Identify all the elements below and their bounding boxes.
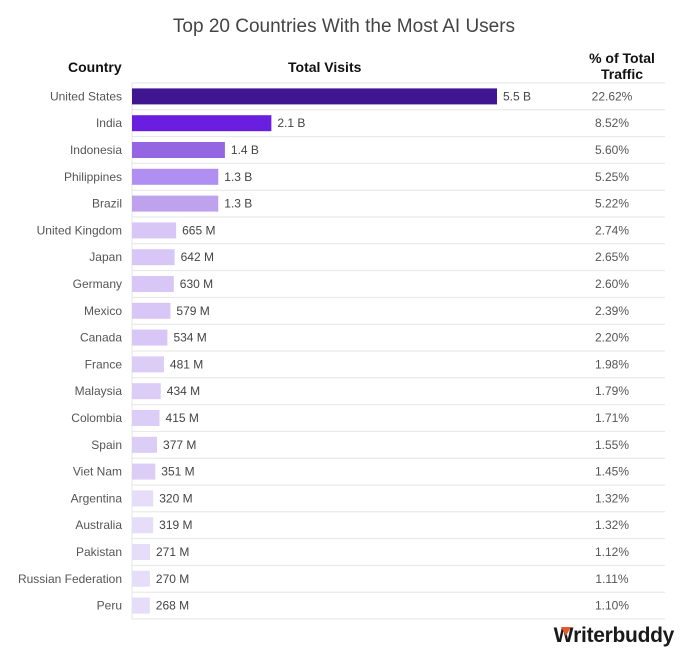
bar bbox=[132, 249, 175, 266]
value-label: 534 M bbox=[173, 331, 206, 345]
value-label: 642 M bbox=[181, 250, 214, 264]
header-country: Country bbox=[68, 59, 122, 75]
country-label: Brazil bbox=[92, 197, 122, 211]
value-label: 319 M bbox=[159, 518, 192, 532]
value-label: 481 M bbox=[170, 357, 203, 371]
country-label: India bbox=[96, 116, 122, 130]
bar bbox=[132, 597, 150, 614]
value-label: 5.5 B bbox=[503, 89, 531, 103]
percent-label: 2.74% bbox=[595, 223, 629, 237]
country-label: Australia bbox=[75, 518, 122, 532]
bar bbox=[132, 168, 219, 185]
bar bbox=[132, 356, 164, 373]
country-label: Germany bbox=[73, 277, 122, 291]
bar bbox=[132, 383, 161, 400]
country-label: Canada bbox=[80, 331, 122, 345]
bar bbox=[132, 544, 150, 560]
percent-label: 1.55% bbox=[595, 438, 629, 452]
header-total-visits: Total Visits bbox=[288, 59, 362, 75]
country-label: France bbox=[85, 357, 123, 371]
country-label: Viet Nam bbox=[73, 465, 122, 479]
country-label: Colombia bbox=[71, 411, 122, 425]
percent-label: 1.10% bbox=[595, 599, 629, 613]
bar bbox=[132, 570, 150, 587]
chart-title: Top 20 Countries With the Most AI Users bbox=[172, 16, 516, 37]
value-label: 271 M bbox=[156, 545, 189, 559]
country-label: Pakistan bbox=[76, 545, 122, 559]
bar bbox=[132, 517, 154, 534]
bar bbox=[132, 436, 158, 453]
country-label: United States bbox=[50, 89, 122, 103]
bar bbox=[132, 142, 225, 158]
percent-label: 1.98% bbox=[595, 357, 629, 371]
bar bbox=[132, 195, 219, 212]
value-label: 2.1 B bbox=[277, 116, 305, 130]
value-label: 630 M bbox=[180, 277, 213, 291]
percent-label: 2.60% bbox=[595, 277, 629, 291]
percent-label: 5.60% bbox=[595, 143, 629, 157]
percent-label: 22.62% bbox=[592, 89, 633, 103]
country-label: Spain bbox=[91, 438, 122, 452]
value-label: 434 M bbox=[167, 384, 200, 398]
country-label: Philippines bbox=[64, 170, 122, 184]
bar bbox=[132, 329, 168, 346]
country-label: Indonesia bbox=[70, 143, 122, 157]
value-label: 1.3 B bbox=[224, 170, 252, 184]
bar bbox=[132, 115, 272, 132]
percent-label: 1.45% bbox=[595, 465, 629, 479]
percent-label: 1.11% bbox=[595, 572, 628, 586]
value-label: 268 M bbox=[156, 599, 189, 613]
percent-label: 1.32% bbox=[595, 491, 629, 505]
percent-label: 1.79% bbox=[595, 384, 629, 398]
country-label: Argentina bbox=[71, 491, 123, 505]
value-label: 579 M bbox=[176, 304, 209, 318]
bar bbox=[132, 302, 171, 319]
percent-label: 1.71% bbox=[595, 411, 629, 425]
bar bbox=[132, 222, 177, 239]
percent-label: 8.52% bbox=[595, 116, 629, 130]
country-label: Peru bbox=[97, 599, 122, 613]
country-label: Japan bbox=[89, 250, 122, 264]
country-label: Mexico bbox=[84, 304, 122, 318]
bar bbox=[132, 463, 156, 480]
percent-label: 2.20% bbox=[595, 331, 629, 345]
value-label: 1.4 B bbox=[231, 143, 259, 157]
country-label: United Kingdom bbox=[37, 223, 122, 237]
country-label: Russian Federation bbox=[18, 572, 122, 586]
bar bbox=[132, 410, 160, 426]
logo-triangle-icon bbox=[560, 627, 571, 636]
percent-label: 1.32% bbox=[595, 518, 629, 532]
value-label: 665 M bbox=[182, 223, 215, 237]
value-label: 351 M bbox=[161, 465, 194, 479]
value-label: 1.3 B bbox=[224, 197, 252, 211]
percent-label: 2.65% bbox=[595, 250, 629, 264]
header-percent-traffic: % of Total Traffic bbox=[589, 50, 655, 82]
value-label: 415 M bbox=[166, 411, 199, 425]
value-label: 377 M bbox=[163, 438, 196, 452]
percent-label: 1.12% bbox=[595, 545, 629, 559]
value-label: 270 M bbox=[156, 572, 189, 586]
bar bbox=[132, 490, 154, 507]
percent-label: 5.25% bbox=[595, 170, 629, 184]
percent-label: 2.39% bbox=[595, 304, 629, 318]
bar bbox=[132, 276, 174, 292]
value-label: 320 M bbox=[159, 491, 192, 505]
country-label: Malaysia bbox=[75, 384, 123, 398]
bar bbox=[132, 88, 497, 105]
percent-label: 5.22% bbox=[595, 197, 629, 211]
